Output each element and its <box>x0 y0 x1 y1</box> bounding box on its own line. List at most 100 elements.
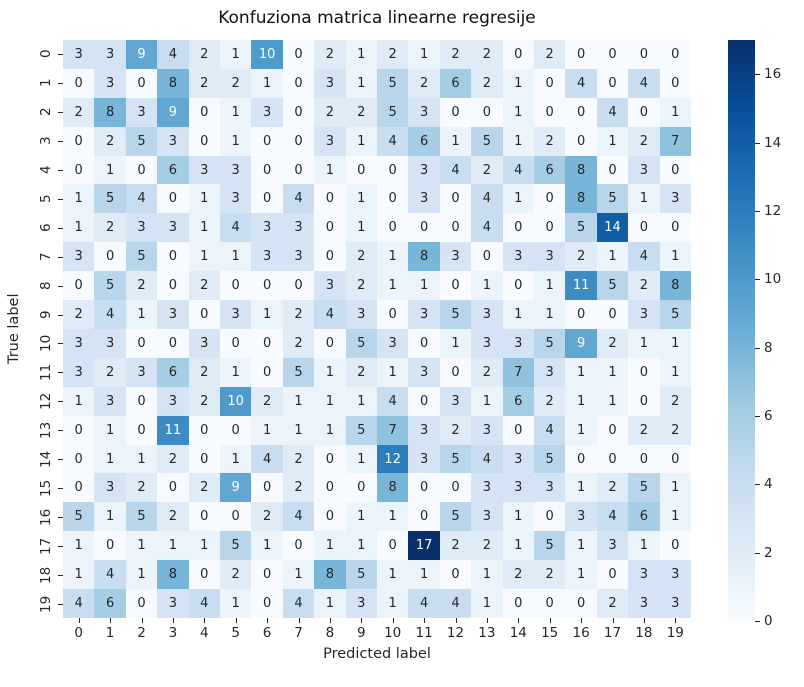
heatmap-cell-r4c2: 0 <box>125 155 158 185</box>
heatmap-cell-r9c2: 1 <box>125 300 158 329</box>
heatmap-cell-r9c16: 0 <box>565 300 597 329</box>
y-tick-label: 9 <box>38 310 54 319</box>
heatmap-cell-r9c3: 3 <box>157 300 189 329</box>
heatmap-cell-r13c19: 2 <box>659 415 691 445</box>
heatmap-cell-r8c14: 0 <box>502 271 534 301</box>
heatmap-cell-r15c6: 0 <box>251 473 283 503</box>
heatmap-cell-r11c18: 0 <box>628 357 660 387</box>
heatmap-cell-r8c5: 0 <box>219 271 252 301</box>
heatmap-cell-r9c9: 3 <box>345 300 377 329</box>
heatmap-cell-r0c0: 3 <box>63 40 95 69</box>
heatmap-cell-r10c17: 2 <box>596 328 629 358</box>
heatmap-cell-r14c7: 2 <box>282 444 315 474</box>
heatmap-cell-r4c19: 0 <box>659 155 691 185</box>
x-tick-mark <box>675 618 677 623</box>
heatmap-cell-r8c9: 2 <box>345 271 377 301</box>
x-tick-label: 14 <box>509 625 527 641</box>
heatmap-cell-r1c3: 8 <box>157 68 189 98</box>
y-tick-label: 4 <box>38 165 54 175</box>
heatmap-cell-r7c2: 5 <box>125 242 158 272</box>
heatmap-cell-r4c18: 3 <box>628 155 660 185</box>
heatmap-cell-r17c19: 0 <box>659 531 691 561</box>
x-tick-mark <box>612 618 614 623</box>
heatmap-cell-r9c0: 2 <box>63 300 95 329</box>
heatmap-cell-r15c13: 3 <box>471 473 503 503</box>
x-tick-label: 10 <box>384 625 402 641</box>
heatmap-cell-r18c11: 1 <box>408 560 440 590</box>
heatmap-cell-r1c9: 1 <box>345 68 377 98</box>
heatmap-cell-r7c18: 4 <box>628 242 660 272</box>
heatmap-cell-r2c3: 9 <box>157 97 189 127</box>
heatmap-cell-r18c18: 3 <box>628 560 660 590</box>
heatmap-cell-r18c3: 8 <box>157 560 189 590</box>
heatmap-cell-r4c3: 6 <box>157 155 189 185</box>
x-tick-label: 17 <box>603 625 622 641</box>
y-tick-label: 14 <box>38 450 54 468</box>
heatmap-cell-r17c7: 0 <box>282 531 315 561</box>
heatmap-cell-r16c16: 3 <box>565 502 597 532</box>
heatmap-cell-r14c8: 0 <box>314 444 346 474</box>
colorbar-tick-mark <box>755 347 760 349</box>
heatmap-cell-r7c12: 3 <box>439 242 472 272</box>
heatmap-cell-r4c16: 8 <box>565 155 597 185</box>
heatmap-cell-r2c17: 4 <box>596 97 629 127</box>
heatmap-cell-r0c2: 9 <box>125 40 158 69</box>
heatmap-cell-r8c16: 11 <box>565 271 597 301</box>
y-tick-label: 1 <box>38 79 54 88</box>
heatmap-cell-r19c3: 3 <box>157 589 189 618</box>
colorbar-tick-label: 10 <box>764 271 782 288</box>
heatmap-cell-r8c13: 1 <box>471 271 503 301</box>
heatmap-cell-r8c17: 5 <box>596 271 629 301</box>
heatmap-cell-r1c15: 0 <box>533 68 566 98</box>
heatmap-cell-r5c18: 1 <box>628 184 660 214</box>
heatmap-cell-r3c0: 0 <box>63 126 95 156</box>
heatmap-cell-r14c2: 1 <box>125 444 158 474</box>
heatmap-cell-r1c4: 2 <box>188 68 220 98</box>
heatmap-cell-r12c4: 2 <box>188 386 220 416</box>
heatmap-cell-r13c12: 2 <box>439 415 472 445</box>
colorbar-tick-mark <box>755 142 760 144</box>
heatmap-cell-r18c15: 2 <box>533 560 566 590</box>
y-tick-label: 10 <box>38 334 54 353</box>
colorbar-tick-label: 14 <box>764 134 782 151</box>
heatmap-cell-r19c7: 4 <box>282 589 315 618</box>
heatmap-cell-r12c13: 1 <box>471 386 503 416</box>
heatmap-cell-r9c15: 1 <box>533 300 566 329</box>
heatmap-cell-r5c10: 0 <box>376 184 409 214</box>
heatmap-cell-r14c11: 3 <box>408 444 440 474</box>
heatmap-cell-r17c0: 1 <box>63 531 95 561</box>
heatmap-cell-r2c13: 0 <box>471 97 503 127</box>
heatmap-grid: 3 3 9 4 2 1 10 0 2 1 2 1 2 2 0 2 0 0 0 0 0 3 0 8 2 2 1 0 3 1 5 2 6 2 1 0 4 0 4… <box>63 40 691 618</box>
heatmap-cell-r5c6: 0 <box>251 184 283 214</box>
heatmap-cell-r2c11: 3 <box>408 97 440 127</box>
heatmap-cell-r15c16: 1 <box>565 473 597 503</box>
heatmap-cell-r2c16: 0 <box>565 97 597 127</box>
heatmap-cell-r10c18: 1 <box>628 328 660 358</box>
heatmap-cell-r12c17: 1 <box>596 386 629 416</box>
heatmap-cell-r16c14: 1 <box>502 502 534 532</box>
heatmap-cell-r7c16: 2 <box>565 242 597 272</box>
heatmap-cell-r12c19: 2 <box>659 386 691 416</box>
heatmap-cell-r0c9: 1 <box>345 40 377 69</box>
heatmap-cell-r16c8: 0 <box>314 502 346 532</box>
heatmap-cell-r7c7: 3 <box>282 242 315 272</box>
heatmap-cell-r12c18: 0 <box>628 386 660 416</box>
heatmap-cell-r18c1: 4 <box>94 560 126 590</box>
heatmap-cell-r13c11: 3 <box>408 415 440 445</box>
x-tick-label: 15 <box>541 625 559 641</box>
heatmap-cell-r15c1: 3 <box>94 473 126 503</box>
heatmap-cell-r17c2: 1 <box>125 531 158 561</box>
heatmap-cell-r15c0: 0 <box>63 473 95 503</box>
heatmap-cell-r16c13: 3 <box>471 502 503 532</box>
heatmap-cell-r9c12: 5 <box>439 300 472 329</box>
heatmap-cell-r13c9: 5 <box>345 415 377 445</box>
heatmap-cell-r3c7: 0 <box>282 126 315 156</box>
heatmap-cell-r19c18: 3 <box>628 589 660 618</box>
heatmap-cell-r15c12: 0 <box>439 473 472 503</box>
heatmap-cell-r16c11: 0 <box>408 502 440 532</box>
heatmap-cell-r6c9: 1 <box>345 213 377 243</box>
heatmap-cell-r0c5: 1 <box>219 40 252 69</box>
heatmap-cell-r7c11: 8 <box>408 242 440 272</box>
heatmap-cell-r9c14: 1 <box>502 300 534 329</box>
y-tick-label: 15 <box>38 479 54 497</box>
